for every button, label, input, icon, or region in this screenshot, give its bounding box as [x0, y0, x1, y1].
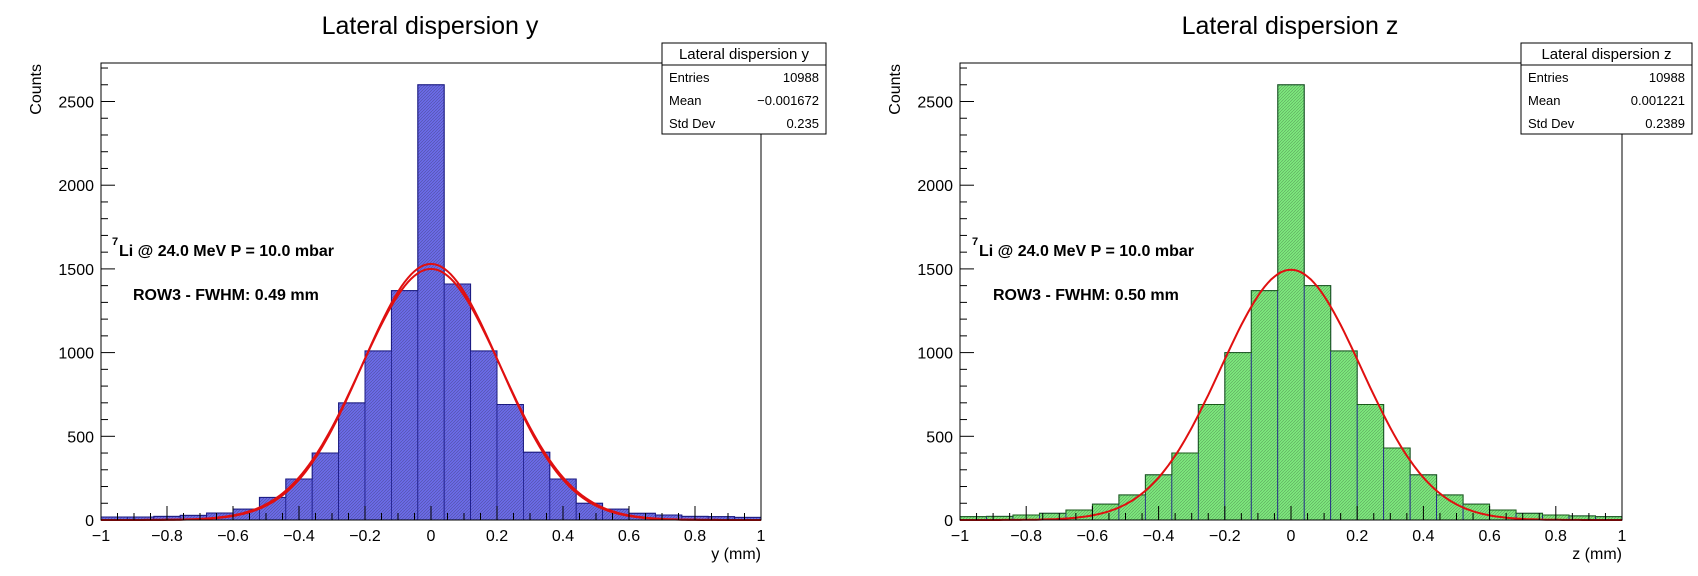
- x-tick-label: −0.8: [1010, 528, 1042, 545]
- y-tick-label: 0: [944, 513, 953, 530]
- y-tick-label: 2500: [58, 95, 94, 112]
- y-tick-label: 2000: [58, 178, 94, 195]
- x-tick-label: −0.4: [283, 528, 315, 545]
- stats-value-mean: 0.001221: [1631, 93, 1685, 108]
- x-tick-label: −0.4: [1143, 528, 1175, 545]
- histogram-bar: [470, 350, 498, 521]
- x-tick-label: −0.6: [217, 528, 249, 545]
- y-axis-label: Counts: [887, 64, 904, 115]
- histogram-bar: [1383, 447, 1411, 521]
- stats-label-std-dev: Std Dev: [669, 116, 716, 131]
- stats-value-mean: −0.001672: [757, 93, 819, 108]
- stats-box: Lateral dispersion z Entries 10988 Mean 0.00…: [1520, 42, 1693, 135]
- histogram-bar: [523, 451, 551, 521]
- chart-title: Lateral dispersion z: [1182, 12, 1399, 40]
- x-tick-label: 0.4: [1412, 528, 1434, 545]
- histogram-bar: [364, 350, 392, 521]
- x-tick-label: −0.2: [349, 528, 381, 545]
- annotation-fwhm: ROW3 - FWHM: 0.49 mm: [133, 287, 319, 304]
- stats-label-entries: Entries: [669, 70, 710, 85]
- x-tick-label: −1: [92, 528, 110, 545]
- y-tick-label: 2500: [917, 95, 953, 112]
- x-tick-label: −1: [951, 528, 969, 545]
- histogram-bar: [390, 290, 419, 521]
- y-tick-label: 1000: [917, 346, 953, 363]
- x-tick-label: 0.2: [486, 528, 508, 545]
- histogram-bar: [1171, 452, 1199, 521]
- y-tick-label: 500: [67, 429, 94, 446]
- histogram-bar: [1356, 404, 1385, 521]
- histogram-bar: [311, 452, 340, 521]
- stats-label-std-dev: Std Dev: [1528, 116, 1575, 131]
- x-axis-label: y (mm): [711, 546, 761, 563]
- x-tick-label: 0.6: [618, 528, 640, 545]
- histogram-bar: [496, 404, 524, 521]
- x-tick-label: −0.6: [1077, 528, 1109, 545]
- x-tick-label: 1: [1618, 528, 1627, 545]
- stats-label-entries: Entries: [1528, 70, 1569, 85]
- stats-box-title: Lateral dispersion z: [1541, 46, 1671, 63]
- histogram-bar: [338, 402, 366, 521]
- chart-panel-0: −1 −0.8 −0.6 −0.4 −0.2 0 0.2 0.4 0.6 0.8 1 0 500 1000…: [28, 12, 827, 563]
- x-tick-label: 0.6: [1478, 528, 1500, 545]
- x-tick-label: 0.8: [684, 528, 706, 545]
- histogram-bar: [1250, 290, 1279, 521]
- x-axis-label: z (mm): [1572, 546, 1622, 563]
- histogram-bar: [417, 84, 445, 521]
- x-tick-label: 1: [757, 528, 766, 545]
- stats-label-mean: Mean: [1528, 93, 1561, 108]
- histogram-bar: [1303, 285, 1332, 521]
- chart-panel-1: −1 −0.8 −0.6 −0.4 −0.2 0 0.2 0.4 0.6 0.8 1 0 500 1000…: [887, 12, 1693, 563]
- gaussian-fit-line: [101, 267, 761, 521]
- histogram-bar: [443, 283, 472, 521]
- histogram-outline: [100, 84, 762, 520]
- stats-value-entries: 10988: [783, 70, 819, 85]
- x-tick-label: 0.8: [1545, 528, 1567, 545]
- annotation-isotope-mass: 7: [972, 236, 978, 248]
- x-tick-label: −0.2: [1209, 528, 1241, 545]
- histogram-bar: [1330, 350, 1358, 521]
- stats-value-entries: 10988: [1649, 70, 1685, 85]
- y-tick-label: 2000: [917, 178, 953, 195]
- x-tick-label: 0.2: [1346, 528, 1368, 545]
- y-tick-label: 1000: [58, 346, 94, 363]
- y-tick-label: 1500: [917, 262, 953, 279]
- gaussian-fit-line: [960, 268, 1622, 521]
- stats-box-title: Lateral dispersion y: [679, 46, 810, 63]
- histogram-bar: [1224, 352, 1252, 521]
- stats-box-frame: [661, 42, 827, 135]
- x-tick-label: 0: [1287, 528, 1296, 545]
- y-axis-label: Counts: [28, 64, 45, 115]
- annotation-beam: Li @ 24.0 MeV P = 10.0 mbar: [119, 243, 334, 260]
- stats-value-std-dev: 0.2389: [1645, 116, 1685, 131]
- x-tick-label: 0.4: [552, 528, 574, 545]
- histogram-outline: [959, 84, 1623, 520]
- y-tick-label: 500: [926, 429, 953, 446]
- histogram-bar: [1277, 84, 1305, 521]
- stats-box: Lateral dispersion y Entries 10988 Mean −0.0…: [661, 42, 827, 135]
- annotation-fwhm: ROW3 - FWHM: 0.50 mm: [993, 287, 1179, 304]
- x-tick-label: −0.8: [151, 528, 183, 545]
- stats-value-std-dev: 0.235: [786, 116, 819, 131]
- y-tick-label: 1500: [58, 262, 94, 279]
- stats-box-frame: [1520, 42, 1693, 135]
- x-tick-label: 0: [427, 528, 436, 545]
- annotation-beam: Li @ 24.0 MeV P = 10.0 mbar: [979, 243, 1194, 260]
- histogram-bar: [1197, 404, 1226, 521]
- histogram-bar: [1436, 494, 1464, 521]
- histogram-bar: [1118, 494, 1146, 521]
- y-tick-label: 0: [85, 513, 94, 530]
- stats-label-mean: Mean: [669, 93, 702, 108]
- chart-title: Lateral dispersion y: [322, 12, 539, 40]
- annotation-isotope-mass: 7: [112, 236, 118, 248]
